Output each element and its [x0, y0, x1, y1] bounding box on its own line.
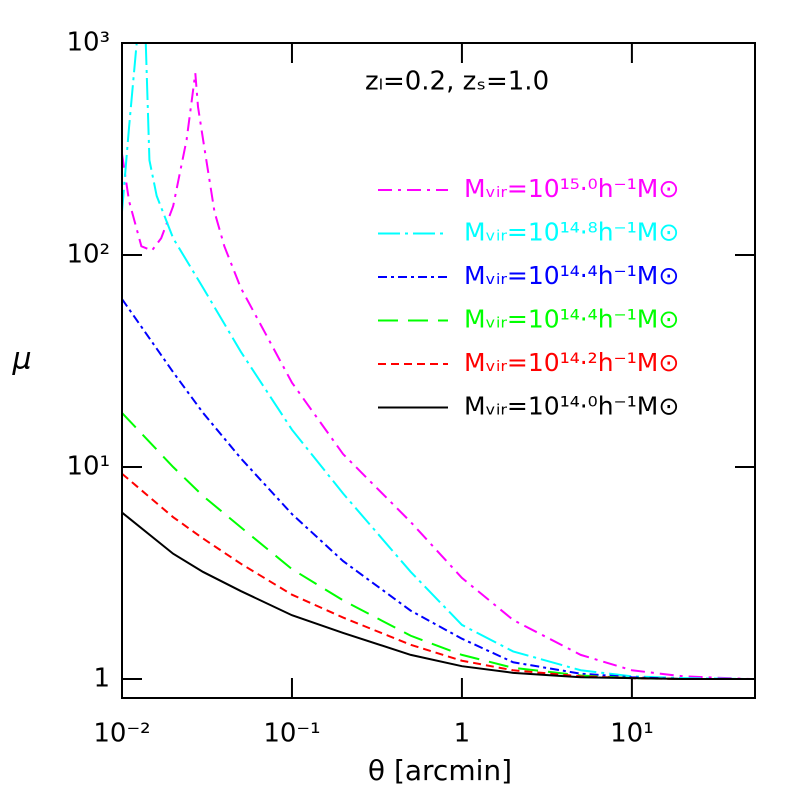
legend-label: Mᵥᵢᵣ=10¹⁴·⁴h⁻¹M⊙: [464, 305, 679, 334]
series-line: [122, 412, 751, 681]
legend-label: Mᵥᵢᵣ=10¹⁴·⁸h⁻¹M⊙: [464, 218, 679, 247]
series-line: [122, 73, 751, 681]
y-tick-label: 1: [93, 664, 110, 694]
annotation: zₗ=0.2, zₛ=1.0: [365, 67, 549, 97]
x-tick-label: 10⁻²: [93, 719, 150, 749]
y-tick-label: 10³: [66, 28, 110, 58]
series-line: [122, 43, 751, 681]
x-tick-label: 10¹: [610, 719, 654, 749]
legend-label: Mᵥᵢᵣ=10¹⁴·⁴h⁻¹M⊙: [464, 261, 679, 290]
series-line: [122, 472, 751, 681]
y-tick-label: 10¹: [66, 452, 110, 482]
legend-label: Mᵥᵢᵣ=10¹⁴·²h⁻¹M⊙: [464, 348, 679, 377]
x-axis-label: θ [arcmin]: [368, 754, 512, 787]
x-tick-label: 1: [454, 719, 471, 749]
y-tick-label: 10²: [66, 240, 110, 270]
y-axis-label: μ: [11, 342, 31, 377]
x-tick-label: 10⁻¹: [263, 719, 320, 749]
legend-label: Mᵥᵢᵣ=10¹⁴·⁰h⁻¹M⊙: [464, 392, 679, 421]
plot-frame: [121, 42, 756, 699]
series-line: [122, 511, 751, 681]
legend-label: Mᵥᵢᵣ=10¹⁵·⁰h⁻¹M⊙: [464, 174, 679, 203]
